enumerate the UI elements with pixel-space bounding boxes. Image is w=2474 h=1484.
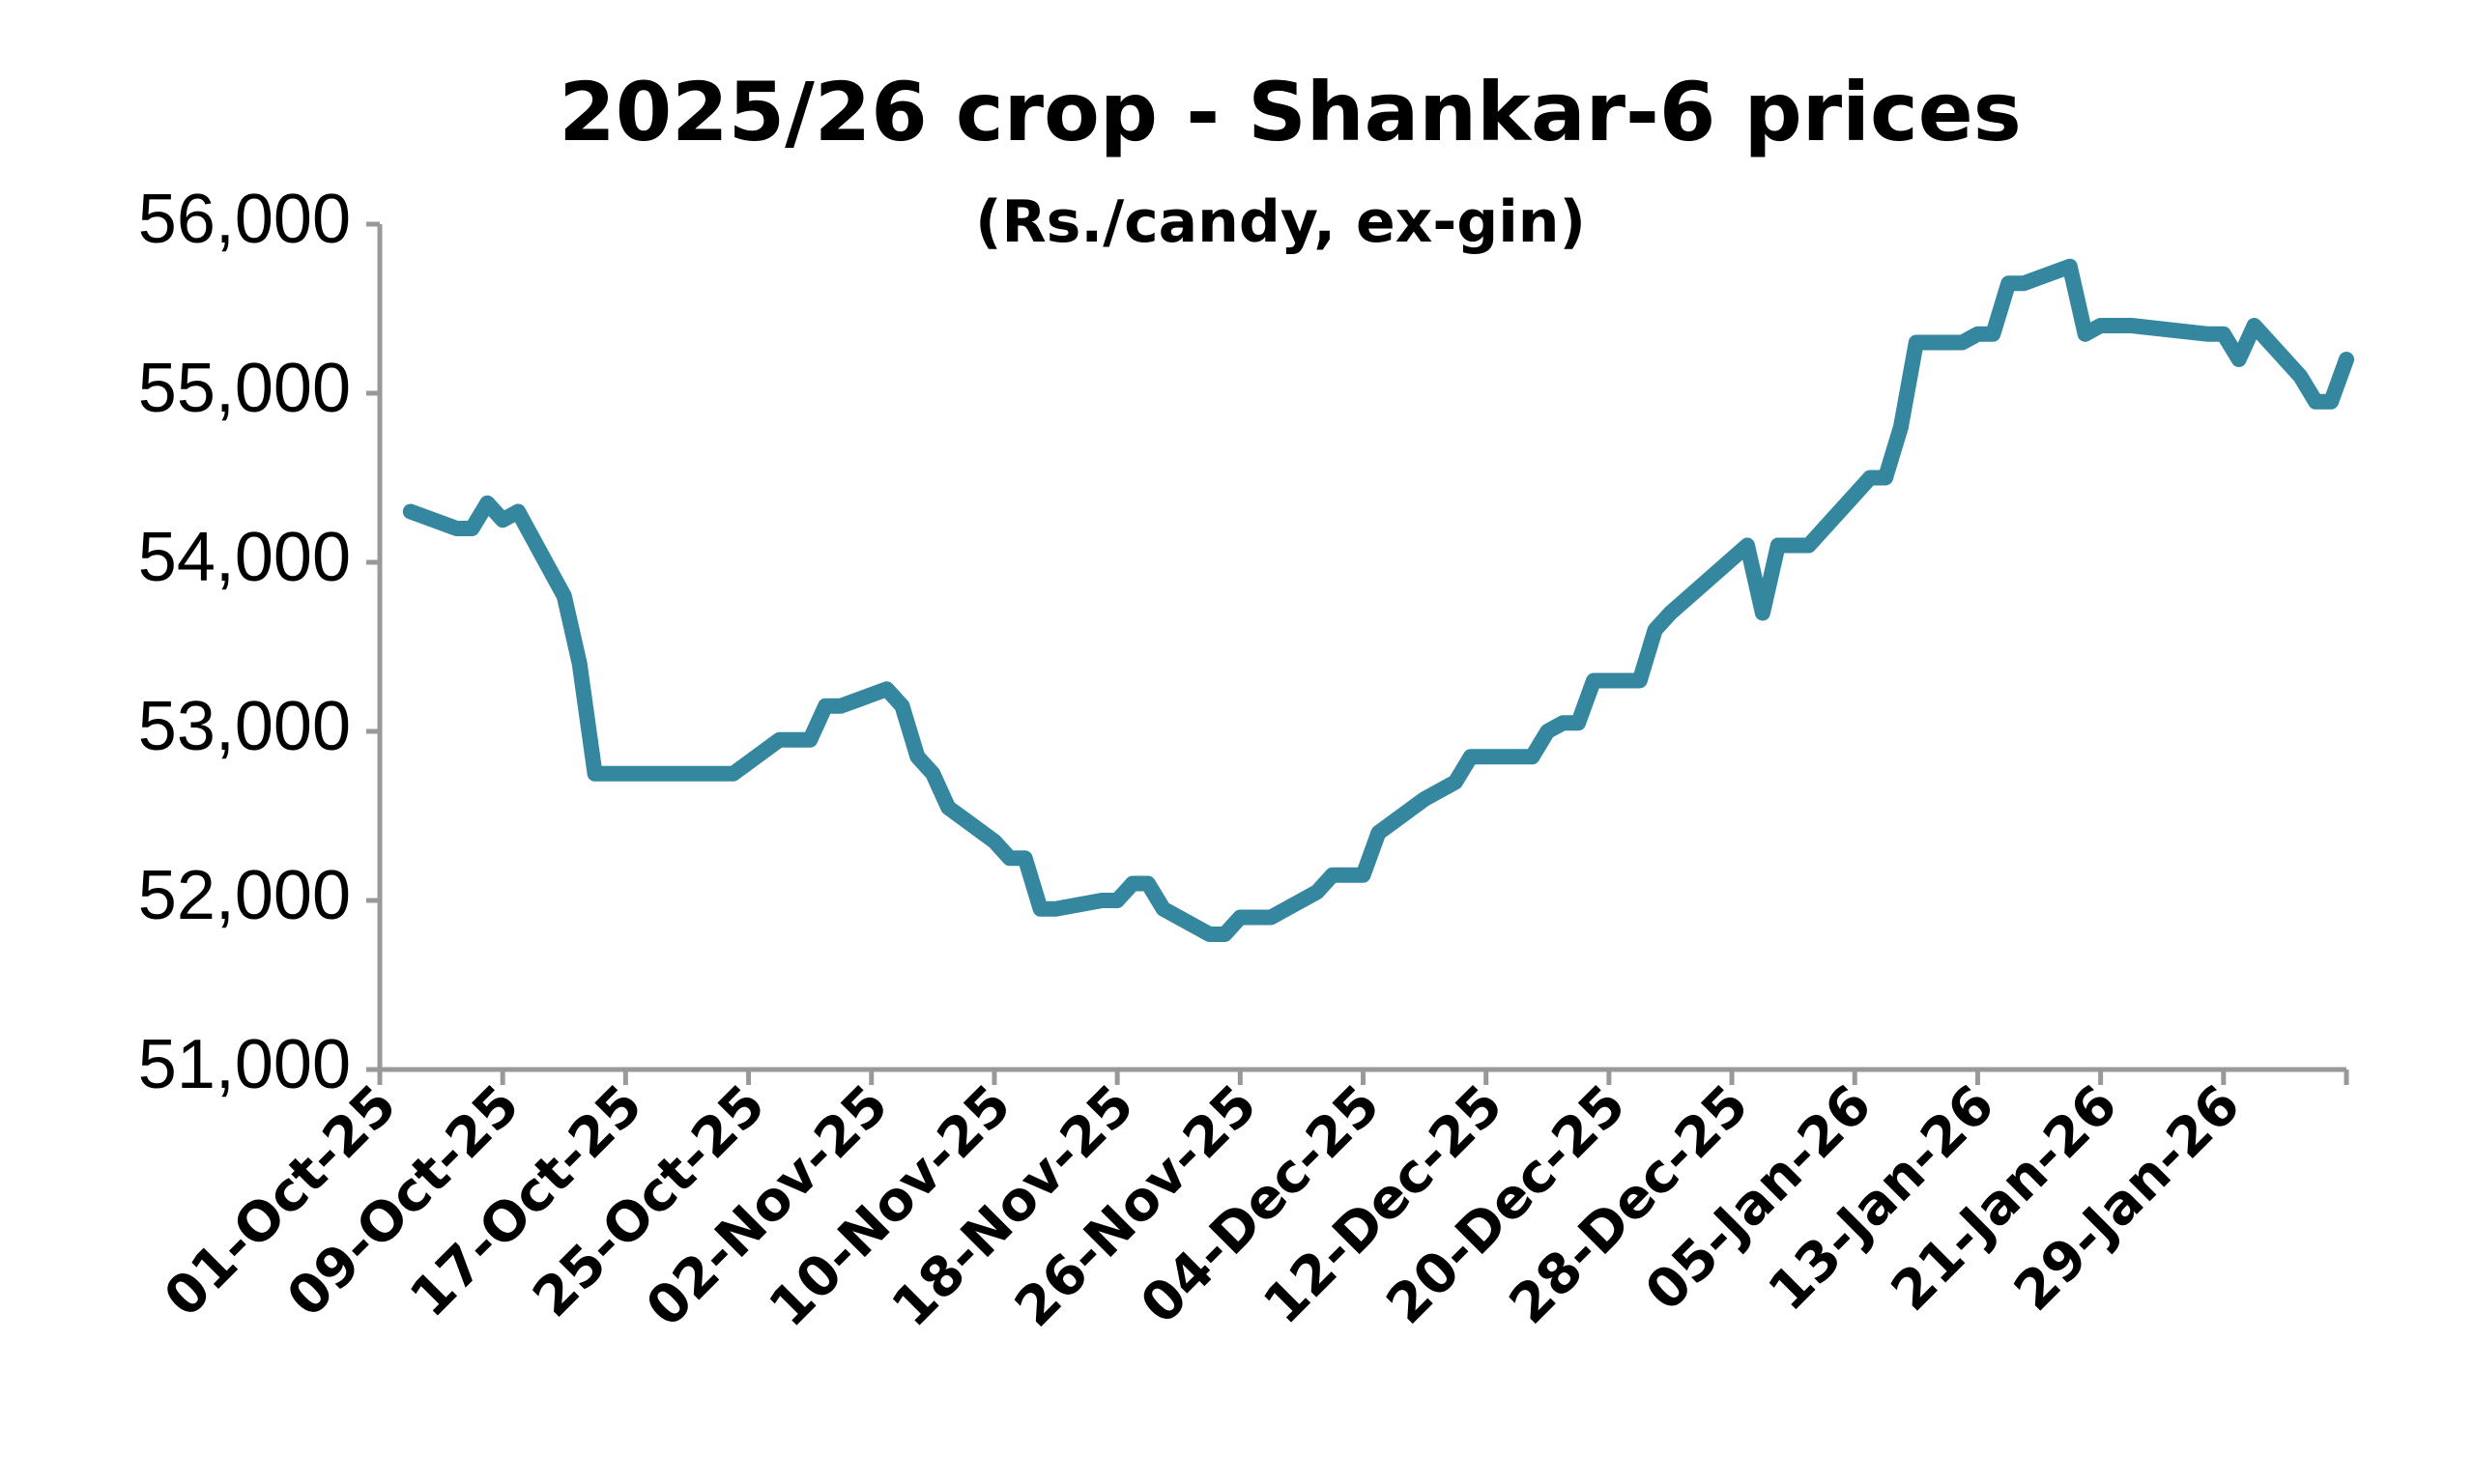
- y-tick-label: 53,000: [138, 688, 351, 765]
- y-tick-label: 56,000: [138, 181, 351, 258]
- y-tick-label: 51,000: [138, 1026, 351, 1103]
- y-tick-label: 55,000: [138, 350, 351, 427]
- chart-title: 2025/26 crop - Shankar-6 prices: [559, 65, 2021, 159]
- y-tick-label: 52,000: [138, 857, 351, 934]
- chart-subtitle: (Rs./candy, ex-gin): [975, 188, 1586, 256]
- y-tick-label: 54,000: [138, 519, 351, 596]
- price-line: [402, 258, 2354, 942]
